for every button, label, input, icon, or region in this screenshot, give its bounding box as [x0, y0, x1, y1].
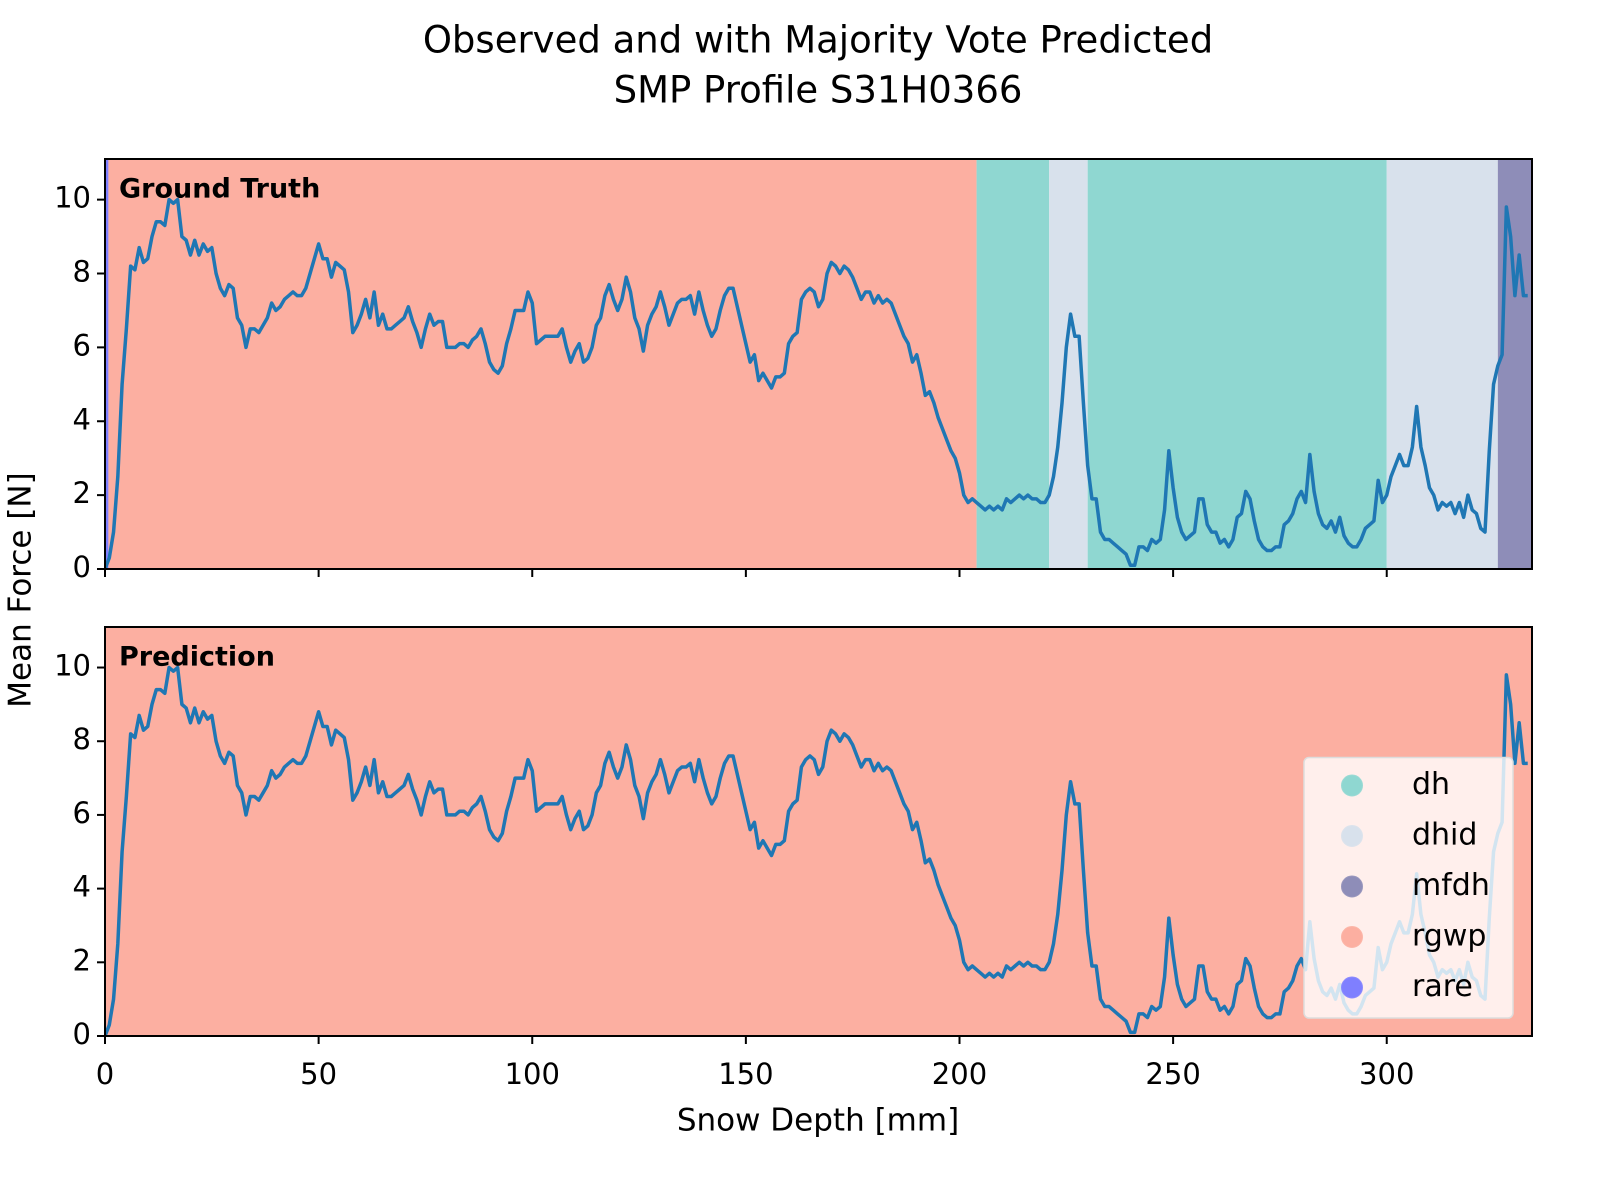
- y-tick-label: 0: [73, 1017, 91, 1051]
- chart-title: Observed and with Majority Vote Predicte…: [423, 19, 1213, 62]
- legend-label: rgwp: [1412, 919, 1486, 954]
- legend-label: dhid: [1412, 818, 1477, 853]
- x-axis-label: Snow Depth [mm]: [677, 1103, 959, 1139]
- axes-frame: [104, 158, 1533, 570]
- legend-label: dh: [1412, 767, 1450, 802]
- x-tick-label: 250: [1145, 1057, 1200, 1091]
- y-tick-label: 8: [73, 255, 91, 289]
- class-band: [1386, 159, 1498, 569]
- x-tick-label: 200: [932, 1057, 987, 1091]
- y-tick-label: 6: [73, 328, 91, 362]
- panel: [105, 159, 1532, 569]
- y-tick-label: 4: [73, 402, 91, 436]
- x-tick-label: 150: [718, 1057, 773, 1091]
- force-line: [105, 197, 1528, 569]
- y-tick-label: 6: [73, 796, 91, 830]
- legend-label: mfdh: [1412, 868, 1490, 903]
- class-band: [105, 159, 109, 569]
- panel-label: Ground Truth: [119, 174, 320, 205]
- class-band: [1087, 159, 1387, 569]
- force-line: [105, 665, 1528, 1036]
- x-tick-label: 0: [96, 1057, 114, 1091]
- x-tick-label: 300: [1359, 1057, 1414, 1091]
- legend-label: rare: [1412, 969, 1473, 1004]
- class-band: [1497, 159, 1532, 569]
- legend-box: [1303, 756, 1514, 1019]
- panel: [105, 627, 1532, 1036]
- legend-marker: [1341, 774, 1363, 797]
- y-tick-label: 10: [54, 181, 91, 215]
- y-tick-label: 2: [73, 943, 91, 977]
- legend-marker: [1341, 825, 1363, 847]
- x-tick-label: 100: [505, 1057, 560, 1091]
- y-tick-label: 4: [73, 870, 91, 904]
- y-tick-label: 2: [73, 476, 91, 510]
- legend-marker: [1341, 976, 1363, 999]
- y-axis-label: Mean Force [N]: [3, 472, 39, 707]
- chart-subtitle: SMP Profile S31H0366: [614, 69, 1023, 112]
- x-tick-label: 50: [300, 1057, 337, 1091]
- panel-label: Prediction: [119, 642, 275, 673]
- axes-frame: [104, 626, 1533, 1037]
- class-band: [108, 159, 977, 569]
- y-tick-label: 10: [54, 649, 91, 683]
- y-tick-label: 8: [73, 722, 91, 756]
- class-band: [105, 627, 1532, 1036]
- legend-marker: [1341, 875, 1363, 898]
- y-tick-label: 0: [73, 550, 91, 584]
- legend-marker: [1341, 926, 1363, 948]
